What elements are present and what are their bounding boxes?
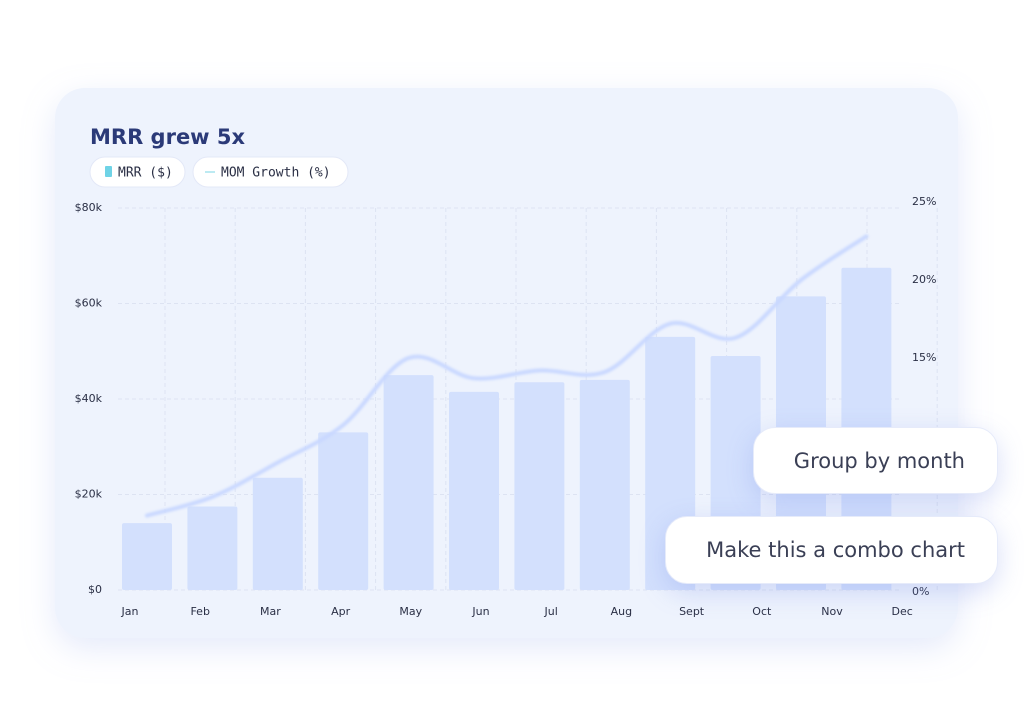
x-tick-label: Oct <box>752 605 772 618</box>
bar <box>318 432 369 590</box>
y2-tick-label: 20% <box>912 273 936 286</box>
x-tick-label: Mar <box>260 605 281 618</box>
legend-label: MOM Growth (%) <box>221 166 331 181</box>
suggestion[interactable]: Make this a combo chart <box>665 516 998 584</box>
legend-chip <box>192 156 349 188</box>
line <box>145 234 869 518</box>
x-tick-label: Jul <box>544 605 558 618</box>
legend-label: MRR ($) <box>118 166 173 181</box>
bar <box>252 477 303 590</box>
bar <box>579 379 630 590</box>
x-tick-label: Jan <box>121 605 139 618</box>
y-tick-label: $0 <box>88 583 102 596</box>
bar <box>122 523 172 590</box>
x-tick-label: Apr <box>331 605 351 618</box>
x-tick-label: Dec <box>892 605 913 618</box>
y2-tick-label: 25% <box>912 195 936 208</box>
x-tick-label: Sept <box>679 605 705 618</box>
bar <box>187 506 238 590</box>
y-tick-label: $20k <box>75 488 103 501</box>
bar <box>449 391 499 590</box>
chart-title: MRR grew 5x <box>90 125 246 149</box>
x-tick-label: Nov <box>821 605 843 618</box>
y2-tick-label: 15% <box>912 351 936 364</box>
legend-swatch <box>105 166 112 177</box>
y-tick-label: $40k <box>75 392 103 405</box>
x-tick-label: Feb <box>190 605 209 618</box>
bar <box>383 375 434 590</box>
y-tick-label: $80k <box>75 201 103 214</box>
bar <box>514 382 565 590</box>
legend-chip <box>89 156 186 188</box>
y-tick-label: $60k <box>75 297 103 310</box>
x-tick-label: May <box>399 605 422 618</box>
x-tick-label: Jun <box>471 605 489 618</box>
suggestion[interactable]: Group by month <box>753 427 998 494</box>
y2-tick-label: 0% <box>912 585 929 598</box>
x-tick-label: Aug <box>611 605 632 618</box>
